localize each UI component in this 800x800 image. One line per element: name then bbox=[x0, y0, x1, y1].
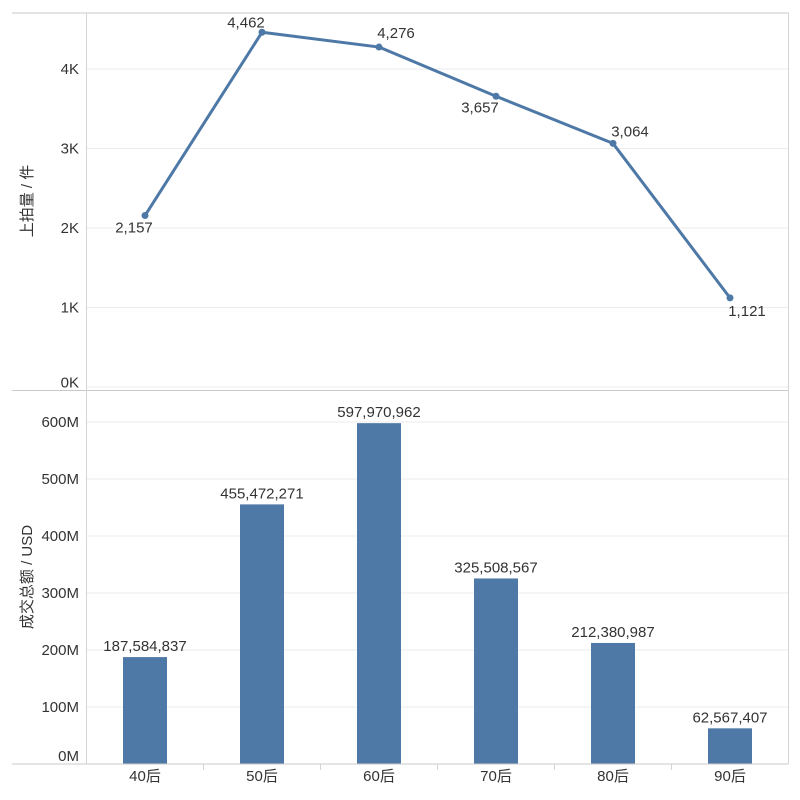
bar-mark-40后[interactable] bbox=[123, 657, 167, 764]
line-point-40后[interactable] bbox=[141, 212, 149, 220]
y-tick-label-top: 1K bbox=[61, 300, 79, 317]
bar-mark-70后[interactable] bbox=[474, 578, 518, 764]
line-point-80后[interactable] bbox=[609, 139, 617, 147]
labels-layer: 0K 1K 2K 3K 4K 0M 100M 200M 300M 400M 500M 600M 2,15… bbox=[41, 14, 767, 785]
y-tick-label-bottom: 400M bbox=[41, 528, 79, 545]
bar-value-label: 597,970,962 bbox=[337, 404, 420, 421]
bar-value-label: 455,472,271 bbox=[220, 485, 303, 502]
x-category-label-80后: 80后 bbox=[597, 768, 629, 785]
gridlines-layer bbox=[86, 68, 789, 708]
line-value-label: 1,121 bbox=[728, 303, 766, 320]
line-point-50后[interactable] bbox=[258, 28, 266, 36]
y-axis-title-top: 上拍量 / 件 bbox=[19, 165, 36, 238]
y-tick-label-top: 2K bbox=[61, 220, 79, 237]
line-point-60后[interactable] bbox=[375, 43, 383, 51]
y-tick-label-bottom: 100M bbox=[41, 699, 79, 716]
bar-mark-90后[interactable] bbox=[708, 728, 752, 764]
trend-line bbox=[143, 30, 732, 300]
y-tick-label-bottom: 0M bbox=[58, 748, 79, 765]
bar-mark-80后[interactable] bbox=[591, 642, 635, 764]
x-category-label-70后: 70后 bbox=[480, 768, 512, 785]
y-tick-label-bottom: 300M bbox=[41, 585, 79, 602]
line-value-label: 2,157 bbox=[115, 220, 153, 237]
x-category-label-60后: 60后 bbox=[363, 768, 395, 785]
y-axis-title-bottom: 成交总额 / USD bbox=[18, 525, 36, 629]
y-tick-label-top: 0K bbox=[61, 375, 79, 392]
axes-layer bbox=[12, 12, 790, 770]
y-tick-label-bottom: 500M bbox=[41, 471, 79, 488]
x-category-label-50后: 50后 bbox=[246, 768, 278, 785]
bar-value-label: 62,567,407 bbox=[692, 709, 767, 726]
y-tick-label-top: 4K bbox=[61, 61, 79, 78]
bar-mark-50后[interactable] bbox=[240, 504, 284, 764]
bar-value-label: 187,584,837 bbox=[103, 638, 186, 655]
y-tick-label-bottom: 200M bbox=[41, 642, 79, 659]
line-value-label: 3,657 bbox=[461, 99, 499, 116]
y-tick-label-bottom: 600M bbox=[41, 414, 79, 431]
line-value-label: 4,276 bbox=[377, 25, 415, 42]
bar-value-label: 325,508,567 bbox=[454, 559, 537, 576]
line-point-90后[interactable] bbox=[726, 294, 734, 302]
x-category-label-40后: 40后 bbox=[129, 768, 161, 785]
bar-mark-60后[interactable] bbox=[357, 423, 401, 764]
x-category-label-90后: 90后 bbox=[714, 768, 746, 785]
marks-layer bbox=[123, 28, 752, 764]
line-value-label: 4,462 bbox=[227, 14, 265, 31]
line-point-70后[interactable] bbox=[492, 92, 500, 100]
y-tick-label-top: 3K bbox=[61, 141, 79, 158]
line-value-label: 3,064 bbox=[611, 123, 649, 140]
bar-value-label: 212,380,987 bbox=[571, 624, 654, 641]
